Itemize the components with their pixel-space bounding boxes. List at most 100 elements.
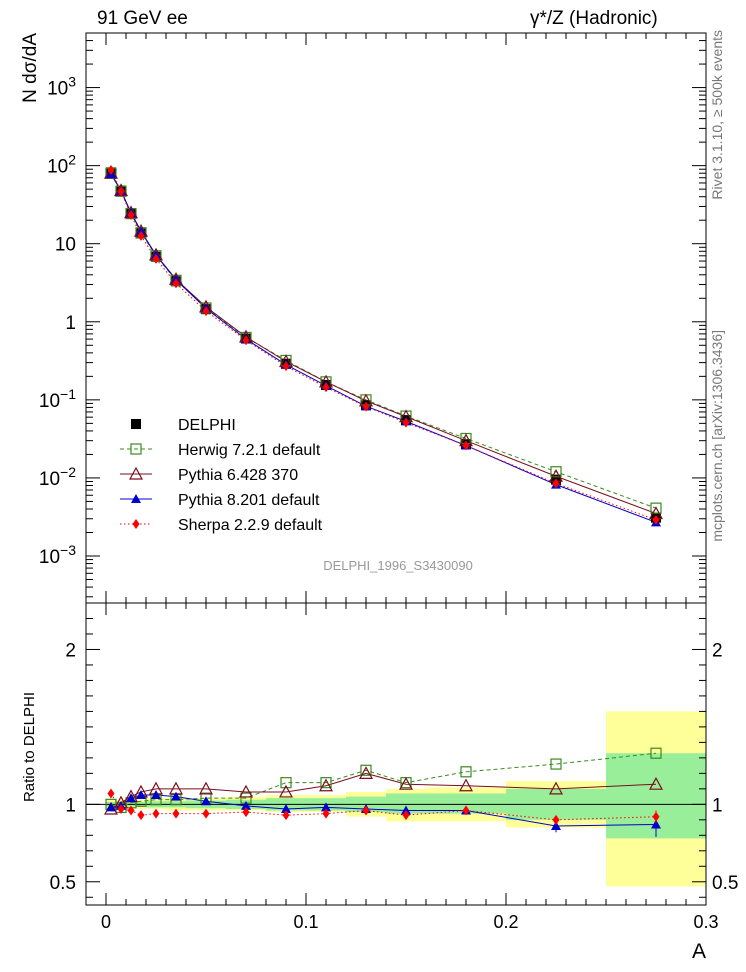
main-point-sherpa-2-2-9-default xyxy=(462,440,470,451)
ratio-point-herwig-7-2-1-default xyxy=(320,777,332,789)
plot-frames xyxy=(85,32,707,906)
ratio-point-pythia-8-201-default xyxy=(551,821,561,831)
main-point-sherpa-2-2-9-default xyxy=(202,306,210,317)
ratio-frame xyxy=(85,602,707,906)
ratio-point-pythia-6-428-370 xyxy=(548,781,564,795)
ratio-point-pythia-6-428-370 xyxy=(398,776,414,790)
y-tick-label: 2 xyxy=(65,640,76,661)
main-point-sherpa-2-2-9-default xyxy=(362,401,370,412)
ratio-point-sherpa-2-2-9-default xyxy=(552,814,560,825)
main-line-pythia-6-428-370 xyxy=(110,172,657,514)
ratio-point-herwig-7-2-1-default xyxy=(360,764,372,776)
ratio-point-sherpa-2-2-9-default xyxy=(322,808,330,819)
y-axis-label-main: N dσ/dA xyxy=(20,33,41,103)
rivet-label: Rivet 3.1.10, ≥ 500k events xyxy=(709,30,725,200)
ratio-point-pythia-6-428-370 xyxy=(318,778,334,792)
axis-labels: 0 0.1 0.2 0.3 10−3 10−2 10−1 1 10 102 103 0.5 0.5 1 1 2… xyxy=(39,74,739,932)
legend-marker xyxy=(128,466,144,480)
series-markers xyxy=(103,164,664,837)
legend-label: Pythia 8.201 default xyxy=(178,492,320,509)
legend-marker xyxy=(132,519,140,529)
main-point-sherpa-2-2-9-default xyxy=(552,478,560,489)
ratio-line-herwig-7-2-1-default xyxy=(110,752,657,808)
legend-label: Pythia 6.428 370 xyxy=(178,467,298,484)
ratio-point-herwig-7-2-1-default xyxy=(550,758,562,770)
ratio-point-pythia-8-201-default xyxy=(126,793,136,803)
ratio-point-pythia-8-201-default xyxy=(651,819,661,829)
y-tick-label-right: 1 xyxy=(712,795,723,816)
main-point-sherpa-2-2-9-default xyxy=(107,164,115,175)
main-point-sherpa-2-2-9-default xyxy=(137,230,145,241)
ratio-point-pythia-6-428-370 xyxy=(458,778,474,792)
axis-ticks xyxy=(86,32,707,905)
ratio-point-herwig-7-2-1-default xyxy=(650,747,662,759)
ratio-point-sherpa-2-2-9-default xyxy=(652,811,660,822)
y-tick-label: 103 xyxy=(47,74,76,100)
mcplots-label: mcplots.cern.ch [arXiv:1306.3436] xyxy=(709,330,725,542)
ratio-point-sherpa-2-2-9-default xyxy=(117,803,125,814)
main-point-pythia-6-428-370 xyxy=(103,165,119,179)
x-tick-label: 0.1 xyxy=(293,912,318,932)
y-tick-label: 1 xyxy=(65,795,76,816)
ratio-line-pythia-6-428-370 xyxy=(110,772,657,810)
ratio-point-pythia-6-428-370 xyxy=(358,766,374,779)
ratio-point-herwig-7-2-1-default xyxy=(280,777,292,789)
main-point-herwig-7-2-1-default xyxy=(650,502,662,514)
header-left-label: 91 GeV ee xyxy=(97,8,188,29)
main-point-sherpa-2-2-9-default xyxy=(117,186,125,197)
y-tick-label: 102 xyxy=(47,152,76,178)
y-tick-label: 10 xyxy=(55,235,76,256)
main-point-herwig-7-2-1-default xyxy=(550,466,562,478)
legend-marker xyxy=(130,443,142,455)
ratio-point-pythia-8-201-default xyxy=(401,805,411,815)
ratio-point-pythia-6-428-370 xyxy=(198,781,214,795)
ratio-point-pythia-6-428-370 xyxy=(648,776,664,790)
y-tick-label: 0.5 xyxy=(50,873,76,894)
x-tick-label: 0 xyxy=(101,912,111,932)
ratio-point-pythia-8-201-default xyxy=(106,802,116,812)
ratio-point-sherpa-2-2-9-default xyxy=(107,788,115,799)
ratio-point-sherpa-2-2-9-default xyxy=(242,807,250,818)
ratio-point-herwig-7-2-1-default xyxy=(460,766,472,778)
main-point-sherpa-2-2-9-default xyxy=(322,382,330,393)
legend-marker xyxy=(131,419,141,429)
main-point-sherpa-2-2-9-default xyxy=(652,514,660,525)
ratio-point-sherpa-2-2-9-default xyxy=(172,808,180,819)
ratio-point-sherpa-2-2-9-default xyxy=(402,810,410,821)
ratio-point-sherpa-2-2-9-default xyxy=(137,810,145,821)
ratio-point-pythia-8-201-default xyxy=(281,803,291,813)
header-right-label: γ*/Z (Hadronic) xyxy=(530,8,658,29)
y-axis-label-ratio: Ratio to DELPHI xyxy=(21,692,38,802)
ratio-point-sherpa-2-2-9-default xyxy=(462,805,470,816)
y-tick-label: 1 xyxy=(65,313,76,334)
main-point-sherpa-2-2-9-default xyxy=(172,278,180,289)
x-axis-label: A xyxy=(692,940,706,963)
main-point-sherpa-2-2-9-default xyxy=(152,253,160,264)
main-line-sherpa-2-2-9-default xyxy=(110,169,657,521)
y-tick-label-right: 0.5 xyxy=(712,873,738,894)
analysis-id: DELPHI_1996_S3430090 xyxy=(323,558,473,573)
ratio-point-sherpa-2-2-9-default xyxy=(282,810,290,821)
legend-label: Sherpa 2.2.9 default xyxy=(178,517,323,534)
ratio-point-pythia-6-428-370 xyxy=(238,784,254,798)
ratio-point-pythia-6-428-370 xyxy=(278,784,294,798)
ratio-point-sherpa-2-2-9-default xyxy=(152,808,160,819)
ratio-point-sherpa-2-2-9-default xyxy=(127,805,135,816)
legend: DELPHI Herwig 7.2.1 default Pythia 6.428 3… xyxy=(120,417,323,534)
ratio-point-pythia-8-201-default xyxy=(136,790,146,800)
y-tick-label-right: 2 xyxy=(712,640,723,661)
band-inner xyxy=(386,793,426,814)
ratio-point-pythia-8-201-default xyxy=(171,791,181,801)
main-point-sherpa-2-2-9-default xyxy=(127,210,135,221)
band-inner xyxy=(426,793,506,814)
legend-label: Herwig 7.2.1 default xyxy=(178,442,321,459)
legend-marker xyxy=(131,494,141,503)
main-point-sherpa-2-2-9-default xyxy=(282,361,290,372)
ratio-point-pythia-8-201-default xyxy=(241,800,251,810)
legend-label: DELPHI xyxy=(178,417,236,434)
y-tick-label: 10−3 xyxy=(39,542,76,568)
ratio-point-pythia-8-201-default xyxy=(321,802,331,812)
ratio-point-pythia-8-201-default xyxy=(201,796,211,806)
ratio-point-sherpa-2-2-9-default xyxy=(362,805,370,816)
